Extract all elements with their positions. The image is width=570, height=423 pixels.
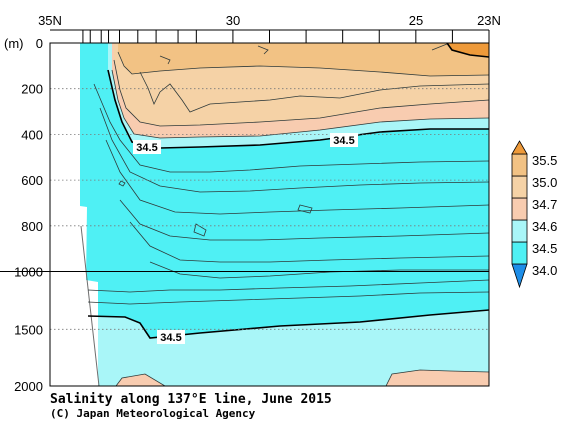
contour-line <box>159 55 171 65</box>
y-tick-label-800: 800 <box>21 219 43 234</box>
colorbar: 34.0 34.5 34.6 34.7 35.0 35.5 <box>511 140 557 289</box>
svg-text:34.5: 34.5 <box>136 142 157 154</box>
land-mask <box>50 43 98 386</box>
colorbar-label-34.0: 34.0 <box>532 263 557 278</box>
chart-title: Salinity along 137°E line, June 2015 <box>50 392 332 407</box>
contour-label-3: 34.5 <box>157 330 185 344</box>
band-34.5-34.6-deep <box>88 310 489 386</box>
deep-patch-34.6 <box>386 370 489 386</box>
x-tick-label-25: 25 <box>409 13 423 28</box>
contour-line <box>385 369 489 386</box>
colorbar-low-triangle <box>511 263 528 289</box>
contour-line <box>93 83 489 173</box>
plot-area <box>50 43 489 386</box>
contour-line <box>113 59 489 127</box>
coast-slope-line <box>80 225 100 386</box>
y-tick-label-1000: 1000 <box>14 265 43 280</box>
x-tick-label-23N: 23N <box>477 13 501 28</box>
y-axis-unit: (m) <box>4 36 24 51</box>
y-tick-label-200: 200 <box>21 82 43 97</box>
colorbar-seg-34.7-35.0 <box>511 175 528 199</box>
contour-line <box>431 43 448 51</box>
contour-line <box>117 51 489 77</box>
contour-line <box>111 69 489 139</box>
contour-34.5-upper <box>107 69 489 149</box>
colorbar-label-34.5: 34.5 <box>532 241 557 256</box>
y-tick-label-400: 400 <box>21 127 43 142</box>
contour-line <box>193 223 207 237</box>
colorbar-label-35.0: 35.0 <box>532 175 557 190</box>
y-tick-label-2000: 2000 <box>14 379 43 394</box>
y-tick-label-0: 0 <box>36 36 43 51</box>
contour-line <box>118 180 126 187</box>
colorbar-seg-34.6-34.7 <box>511 197 528 221</box>
x-station-ticks <box>50 29 490 43</box>
contour-line <box>139 71 489 113</box>
colorbar-label-35.5: 35.5 <box>532 153 557 168</box>
contour-line <box>105 139 489 215</box>
thin-contours <box>87 43 489 386</box>
contour-line <box>297 204 313 214</box>
contour-line <box>99 107 489 193</box>
contour-line <box>257 45 269 55</box>
band-35.0-35.5 <box>118 43 489 76</box>
colorbar-seg-35.0-35.5 <box>511 153 528 177</box>
svg-text:34.5: 34.5 <box>160 332 181 344</box>
x-tick-label-30: 30 <box>226 13 240 28</box>
colorbar-seg-34.0-34.5 <box>511 241 528 265</box>
band-above-35.5 <box>447 43 489 57</box>
contour-35.5 <box>446 43 489 58</box>
grid-lines <box>50 88 489 330</box>
colorbar-label-34.6: 34.6 <box>532 219 557 234</box>
contour-label-2: 34.5 <box>330 133 358 147</box>
contour-label-1: 34.5 <box>133 140 161 154</box>
svg-text:34.5: 34.5 <box>333 135 354 147</box>
y-tick-label-600: 600 <box>21 173 43 188</box>
contour-line <box>129 221 489 263</box>
contour-line <box>115 373 166 386</box>
contour-line <box>87 279 489 293</box>
contour-34.5-deep <box>87 309 489 339</box>
contour-line <box>87 291 489 305</box>
contour-line <box>149 261 489 279</box>
colorbar-seg-34.5-34.6 <box>511 219 528 243</box>
contour-line <box>119 199 489 241</box>
colorbar-high-triangle <box>511 140 528 155</box>
y-tick-label-1500: 1500 <box>14 322 43 337</box>
thick-contours <box>87 43 489 339</box>
colorbar-label-34.7: 34.7 <box>532 197 557 212</box>
chart-credit: (C) Japan Meteorological Agency <box>50 407 256 420</box>
x-tick-label-35N: 35N <box>38 13 62 28</box>
